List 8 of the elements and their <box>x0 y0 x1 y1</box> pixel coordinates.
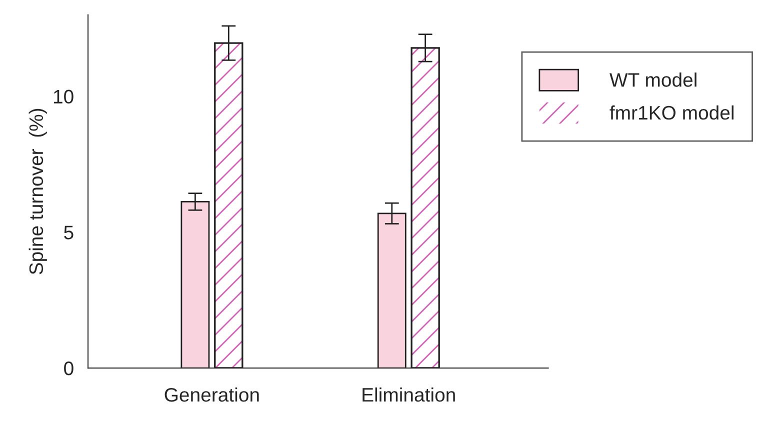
x-tick-label: Generation <box>164 387 259 402</box>
legend-label: WT model <box>610 72 696 87</box>
y-tick-label: 10 <box>54 90 74 104</box>
x-tick-label: Elimination <box>362 387 455 402</box>
y-tick-label: 5 <box>64 226 74 240</box>
y-tick-label: 0 <box>64 361 74 376</box>
y-axis-title: Spine turnover (%) <box>28 108 47 274</box>
legend-label: fmr1KO model <box>610 105 734 120</box>
